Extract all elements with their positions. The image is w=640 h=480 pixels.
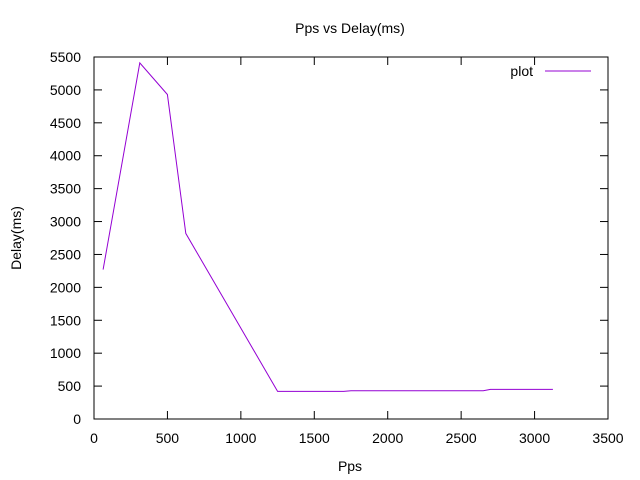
y-tick-label: 3500 <box>50 181 81 197</box>
x-axis-label: Pps <box>338 458 362 474</box>
x-tick-label: 2000 <box>372 430 403 446</box>
series-group <box>102 61 553 392</box>
y-tick-label: 5500 <box>50 49 81 65</box>
x-tick-label: 0 <box>90 430 98 446</box>
x-axis: 0 500 1000 1500 2000 2500 3000 3500 <box>90 57 624 446</box>
x-tick-label: 2500 <box>446 430 477 446</box>
series-line <box>102 61 553 392</box>
y-tick-label: 1500 <box>50 312 81 328</box>
y-tick-label: 4000 <box>50 148 81 164</box>
y-axis-label: Delay(ms) <box>8 206 24 270</box>
chart-title: Pps vs Delay(ms) <box>295 20 405 36</box>
legend-label: plot <box>510 63 533 79</box>
x-tick-label: 3500 <box>592 430 623 446</box>
y-tick-label: 4500 <box>50 115 81 131</box>
y-tick-label: 2000 <box>50 279 81 295</box>
x-tick-label: 3000 <box>519 430 550 446</box>
y-axis: 0 500 1000 1500 2000 2500 3000 3500 4000 4500 5000… <box>50 49 608 427</box>
plot-border <box>93 56 609 420</box>
legend: plot <box>510 63 591 79</box>
x-tick-label: 500 <box>156 430 180 446</box>
y-tick-label: 1000 <box>50 345 81 361</box>
y-tick-label: 5000 <box>50 82 81 98</box>
x-tick-label: 1500 <box>299 430 330 446</box>
plot-area <box>93 56 609 420</box>
y-tick-label: 2500 <box>50 246 81 262</box>
y-tick-label: 3000 <box>50 214 81 230</box>
y-tick-label: 0 <box>73 411 81 427</box>
y-tick-label: 500 <box>58 378 82 394</box>
x-tick-label: 1000 <box>225 430 256 446</box>
